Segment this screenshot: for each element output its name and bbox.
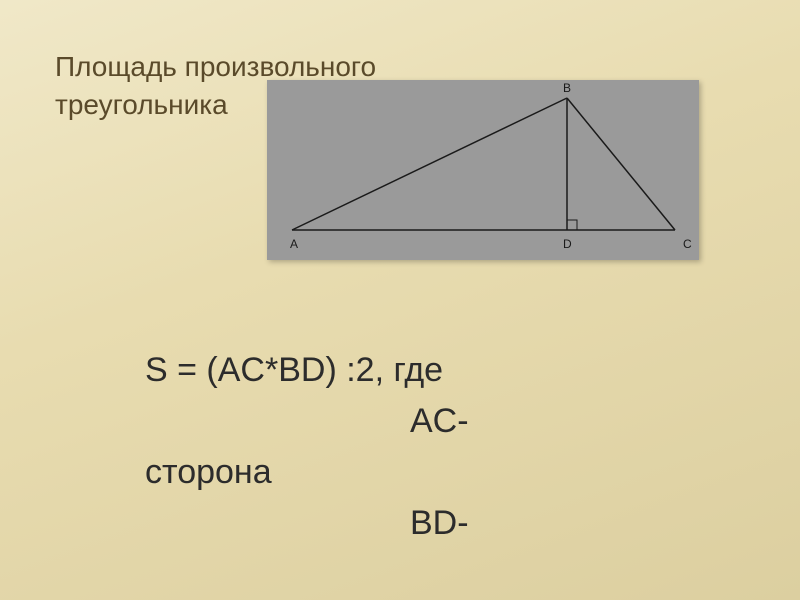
vertex-label-d: D [563, 237, 572, 251]
vertex-label-c: C [683, 237, 692, 251]
right-angle-marker [567, 220, 577, 230]
formula-line-1: S = (AC*BD) :2, где [145, 345, 469, 396]
formula-line-3: сторона [145, 447, 469, 498]
side-bc [567, 98, 675, 230]
vertex-label-b: B [563, 81, 571, 95]
formula-block: S = (AC*BD) :2, где AC- сторона BD- [145, 345, 469, 549]
formula-line-2: AC- [145, 396, 469, 447]
triangle-diagram: A B C D [267, 80, 699, 260]
formula-line-4: BD- [145, 498, 469, 549]
side-ab [292, 98, 567, 230]
triangle-svg: A B C D [267, 80, 699, 260]
vertex-label-a: A [290, 237, 298, 251]
